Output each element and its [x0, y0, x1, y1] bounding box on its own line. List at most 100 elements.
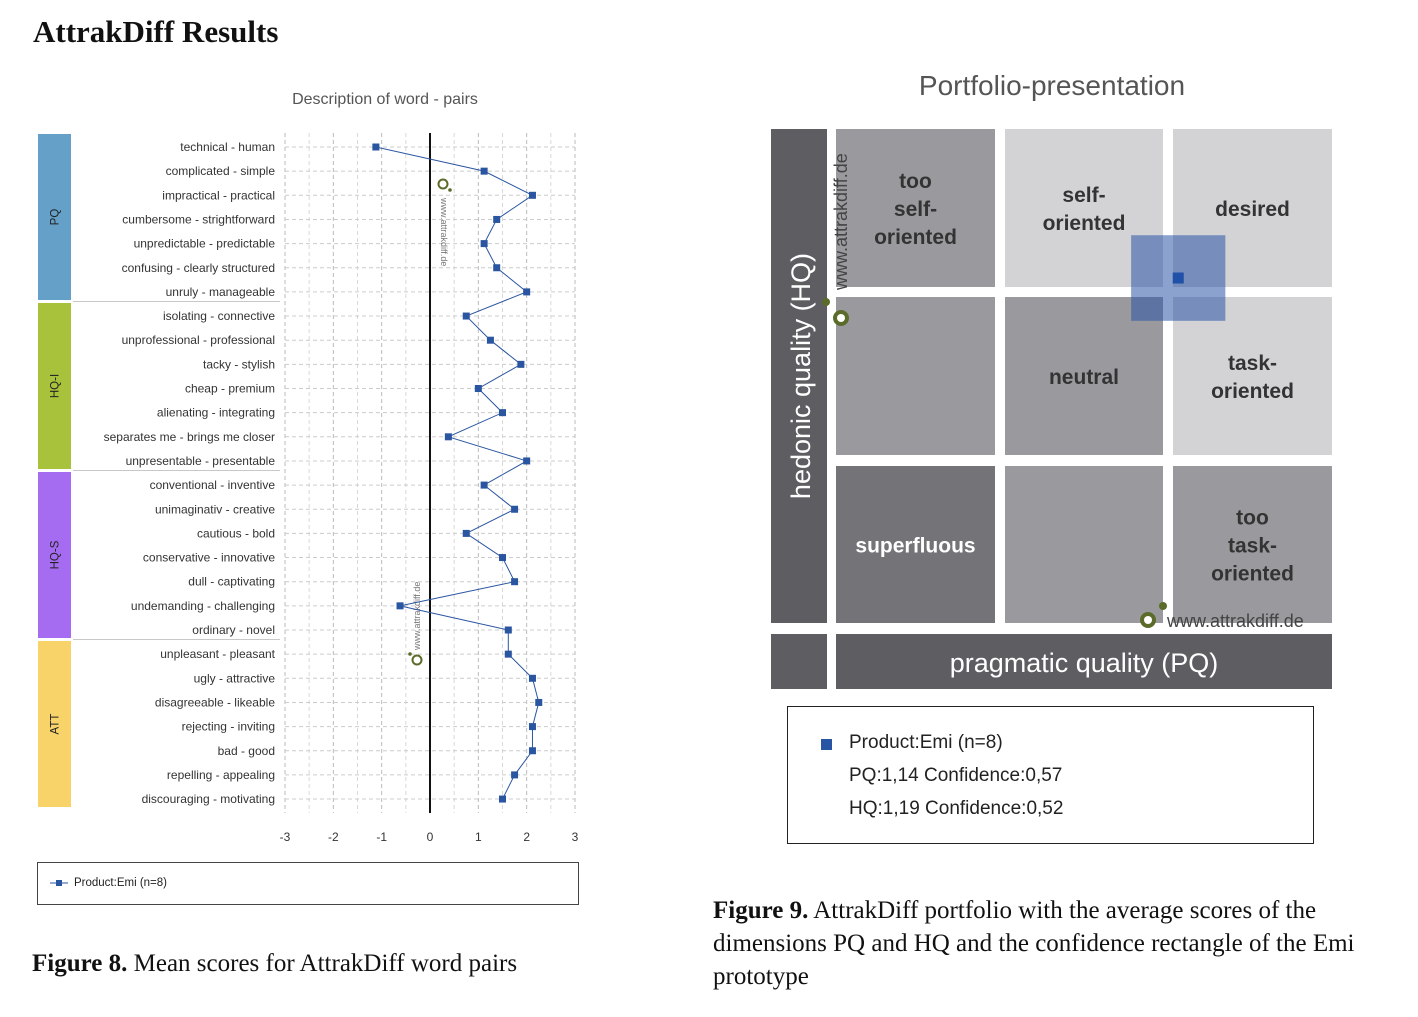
watermark-horizontal: www.attrakdiff.de — [1140, 602, 1304, 631]
data-point — [474, 385, 482, 392]
category-label: unpresentable - presentable — [126, 454, 276, 468]
legend-line-pq: PQ:1,14 Confidence:0,57 — [849, 765, 1063, 786]
data-point — [528, 191, 536, 199]
data-point — [499, 409, 506, 417]
data-point — [511, 578, 519, 586]
category-label: cumbersome - strightforward — [122, 212, 275, 226]
region-label: too self-oriented — [874, 170, 957, 249]
data-point — [528, 747, 536, 755]
category-label: separates me - brings me closer — [104, 430, 275, 444]
region-label: task-oriented — [1211, 352, 1294, 403]
data-point — [486, 336, 494, 344]
category-label: ugly - attractive — [194, 671, 276, 685]
fig8-legend: Product:Emi (n=8) — [37, 862, 579, 905]
data-point — [396, 602, 404, 610]
data-point — [535, 698, 543, 706]
watermark-logo-inner — [1144, 616, 1152, 624]
portfolio-cell — [1005, 297, 1163, 455]
watermark-dot — [408, 652, 412, 656]
portfolio-cell — [836, 297, 995, 455]
category-label: unpredictable - predictable — [134, 237, 276, 251]
x-axis-label: pragmatic quality (PQ) — [950, 648, 1219, 678]
fig9-caption: Figure 9. AttrakDiff portfolio with the … — [713, 894, 1403, 993]
watermark-text: www.attrakdiff.de — [831, 153, 851, 291]
x-tick-label: -3 — [280, 830, 291, 844]
watermark-logo-icon — [411, 654, 423, 666]
portfolio-chart: hedonic quality (HQ) pragmatic quality (P… — [771, 129, 1332, 689]
region-label: too task-oriented — [1211, 507, 1294, 586]
data-point — [511, 505, 519, 513]
portfolio-cell — [836, 466, 995, 623]
region-label: self-oriented — [1043, 184, 1126, 235]
category-label: technical - human — [180, 140, 275, 154]
category-label: confusing - clearly structured — [122, 261, 275, 275]
category-label: tacky - stylish — [203, 357, 275, 371]
category-label: dull - captivating — [188, 575, 275, 589]
data-point — [444, 433, 452, 441]
x-tick-label: -2 — [328, 830, 339, 844]
pq-axis-bar — [836, 634, 1332, 689]
group-band-pq — [38, 134, 71, 300]
fig8-caption-text: Mean scores for AttrakDiff word pairs — [127, 950, 518, 977]
data-point — [462, 529, 470, 537]
watermark-logo-icon — [437, 178, 449, 190]
x-tick-label: -1 — [376, 830, 387, 844]
fig9-caption-text: AttrakDiff portfolio with the average sc… — [713, 897, 1355, 990]
data-point — [480, 240, 488, 248]
data-point — [499, 795, 506, 803]
category-label: alienating - integrating — [157, 406, 275, 420]
category-label: isolating - connective — [163, 309, 275, 323]
data-point — [480, 481, 488, 489]
watermark-bottom: www.attrakdiff.de — [408, 582, 423, 666]
data-point — [528, 723, 536, 731]
group-band-hq-s — [38, 472, 71, 638]
watermark-text: www.attrakdiff.de — [412, 582, 422, 651]
legend-square-symbol — [821, 739, 832, 750]
data-point — [523, 288, 531, 296]
category-label: conventional - inventive — [150, 478, 276, 492]
category-label: ordinary - novel — [192, 623, 275, 637]
watermark-text: www.attrakdiff.de — [1166, 611, 1304, 631]
category-label: cheap - premium — [185, 382, 275, 396]
category-label: unruly - manageable — [166, 285, 276, 299]
group-band-att — [38, 641, 71, 807]
data-point — [517, 360, 525, 368]
fig8-legend-label: Product:Emi (n=8) — [74, 877, 167, 889]
group-label: PQ — [50, 209, 62, 226]
fig9-legend: Product:Emi (n=8) PQ:1,14 Confidence:0,5… — [787, 706, 1314, 844]
group-label: ATT — [50, 714, 62, 735]
region-label: neutral — [1049, 366, 1119, 389]
category-label: repelling - appealing — [167, 768, 275, 782]
category-label: unpleasant - pleasant — [160, 647, 275, 661]
data-point — [372, 143, 380, 151]
watermark-top: www.attrakdiff.de — [437, 178, 452, 266]
y-axis-label: hedonic quality (HQ) — [786, 253, 816, 499]
region-label: superfluous — [855, 535, 975, 558]
category-label: impractical - practical — [162, 188, 275, 202]
data-point — [504, 626, 512, 634]
category-label: conservative - innovative — [143, 551, 275, 565]
data-point — [504, 650, 512, 658]
series-line — [375, 146, 540, 800]
category-label: rejecting - inviting — [182, 720, 275, 734]
watermark-vertical: www.attrakdiff.de — [822, 153, 851, 326]
word-pairs-chart: Description of word - pairs PQ HQ-I HQ-S ATT… — [38, 91, 579, 844]
category-label: undemanding - challenging — [131, 599, 275, 613]
x-tick-label: 0 — [427, 830, 434, 844]
x-tick-label: 3 — [572, 830, 579, 844]
watermark-text: www.attrakdiff.de — [439, 197, 449, 266]
data-point — [499, 554, 506, 562]
x-tick-label: 1 — [475, 830, 482, 844]
fig9-caption-label: Figure 9. — [713, 897, 809, 924]
data-point — [1172, 272, 1184, 284]
x-tick-label: 2 — [523, 830, 530, 844]
watermark-logo-inner — [837, 314, 845, 322]
group-label: HQ-I — [50, 374, 62, 398]
legend-line-symbol — [50, 880, 68, 886]
category-label: cautious - bold — [197, 526, 275, 540]
legend-line-product: Product:Emi (n=8) — [849, 732, 1003, 753]
category-label: discouraging - motivating — [142, 792, 275, 806]
chart-title: Description of word - pairs — [292, 91, 478, 108]
portfolio-cell — [1173, 297, 1332, 455]
region-label: desired — [1215, 198, 1290, 221]
